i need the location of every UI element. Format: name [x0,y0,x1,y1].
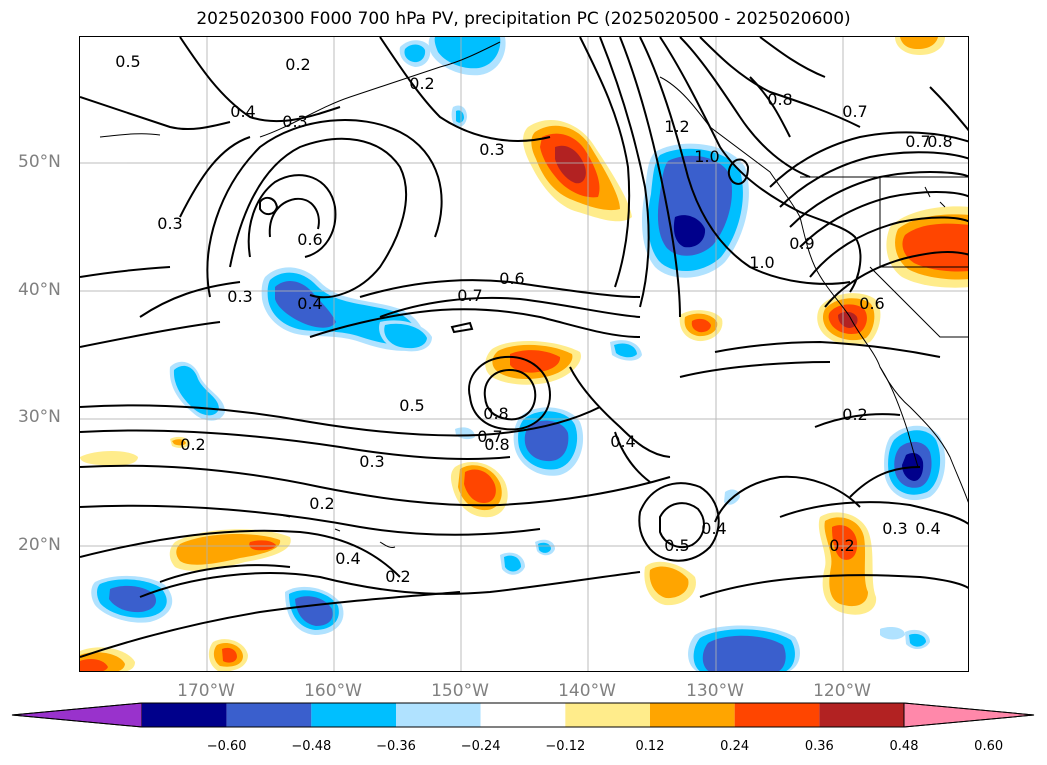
colorbar-extend-min [11,702,143,728]
pv-contours [80,37,968,658]
precip-blob-baja-negative [884,425,946,501]
contour-label: 0.2 [829,536,854,555]
contour-label: 0.6 [297,230,322,249]
colorbar-swatch [565,703,650,727]
colorbar-swatch [311,703,396,727]
contour-label: 0.6 [859,294,884,313]
contour-label: 0.3 [359,452,384,471]
contour-label: 0.3 [227,287,252,306]
colorbar-swatch [396,703,481,727]
contour-label: 0.6 [499,269,524,288]
contour-label: 0.5 [399,396,424,415]
colorbar-extend-max [903,702,1035,728]
contour-label: 0.8 [484,435,509,454]
colorbar-swatch [734,703,820,727]
contour-label: 0.7 [842,102,867,121]
lat-label-30n: 30°N [18,407,61,427]
colorbar-swatch [226,703,312,727]
contour-label: 0.2 [309,494,334,513]
contour-label: 0.4 [915,519,940,538]
lat-label-40n: 40°N [18,280,61,300]
lon-label-120w: 120°W [813,681,871,701]
precip-blob-se-positive [644,512,877,615]
precip-blob-ne-pacific-positive [523,119,632,222]
contour-label: 0.3 [479,140,504,159]
contour-label: 0.2 [842,405,867,424]
map-title: 2025020300 F000 700 hPa PV, precipitatio… [196,9,851,29]
contour-label: 0.4 [701,519,726,538]
colorbar-tick-label: −0.36 [376,739,416,754]
colorbar-swatch [480,703,566,727]
contour-label: 0.8 [483,404,508,423]
colorbar-swatch [819,703,904,727]
colorbar-tick-label: −0.12 [545,739,586,754]
lat-label-50n: 50°N [18,152,61,172]
contour-label: 0.2 [285,55,310,74]
precip-blob-western-band-positive [169,529,291,571]
lon-label-140w: 140°W [558,681,616,701]
colorbar-tick-label: −0.24 [460,739,501,754]
contour-label: 0.7 [477,427,502,446]
contour-label: 0.4 [230,102,255,121]
contour-label: 0.5 [664,536,689,555]
contour-label: 0.8 [767,90,792,109]
contour-label-group: 0.5 0.20.20.40.30.31.21.00.80.70.70.80.30… [115,52,952,586]
lon-label-130w: 130°W [686,681,744,701]
map-canvas: 0.5 0.20.20.40.30.31.21.00.80.70.70.80.30… [80,37,968,671]
colorbar-tick-label: 0.36 [804,739,834,754]
precip-blob-small-positive [679,310,723,342]
contour-label: 0.8 [927,132,952,151]
lon-label-170w: 170°W [177,681,235,701]
colorbar-swatch [650,703,735,727]
contour-label: 1.2 [664,117,689,136]
contour-label: 0.2 [409,74,434,93]
contour-label: 0.3 [882,519,907,538]
colorbar-tick-label: 0.60 [974,739,1004,754]
contour-label: 0.4 [335,549,360,568]
contour-label: 0.5 [115,52,140,71]
contour-label: 0.3 [157,214,182,233]
contour-label: 0.9 [789,234,814,253]
lon-label-160w: 160°W [304,681,362,701]
precip-blob-california-positive [817,293,881,346]
precip-blob-southeast-negative [688,625,930,671]
colorbar-tick-label: 0.12 [635,739,665,754]
contour-label: 0.4 [297,294,322,313]
precip-blob-west-edge-positive [80,436,190,466]
contour-label: 0.2 [385,567,410,586]
contour-label: 0.7 [457,286,482,305]
colorbar [11,702,1035,728]
precip-blob-sw-positive [80,639,248,671]
lat-label-20n: 20°N [18,535,61,555]
contour-label: 1.0 [749,253,774,272]
contour-label: 0.2 [180,435,205,454]
lon-label-150w: 150°W [431,681,489,701]
contour-label: 0.3 [282,112,307,131]
colorbar-tick-label: −0.48 [291,739,332,754]
precip-blob-north-negative [399,37,506,127]
map-panel: 0.5 0.2 0.2 0.4 0.3 0.3 1.2 1.0 0.8 0.7 0.7 0.8 0.3 0… [79,36,969,672]
contour-label: 0.7 [905,132,930,151]
colorbar-tick-label: 0.24 [720,739,750,754]
precip-blob-south-negative [91,489,740,635]
precip-blob-south-central-positive [450,462,508,518]
precip-blob-west-negative [169,361,225,421]
colorbar-tick-label: 0.48 [889,739,919,754]
precip-blob-nw-corner-positive [895,37,945,55]
precip-blob-central-positive [485,341,581,385]
colorbar-outline [11,702,1035,728]
precip-blob-ne-pacific-negative [642,143,749,278]
colorbar-swatch [142,703,227,727]
contour-label: 1.0 [694,147,719,166]
contour-label: 0.4 [610,432,635,451]
precip-shading [80,37,968,671]
colorbar-tick-label: −0.60 [206,739,247,754]
colorbar-swatches [11,702,1035,728]
